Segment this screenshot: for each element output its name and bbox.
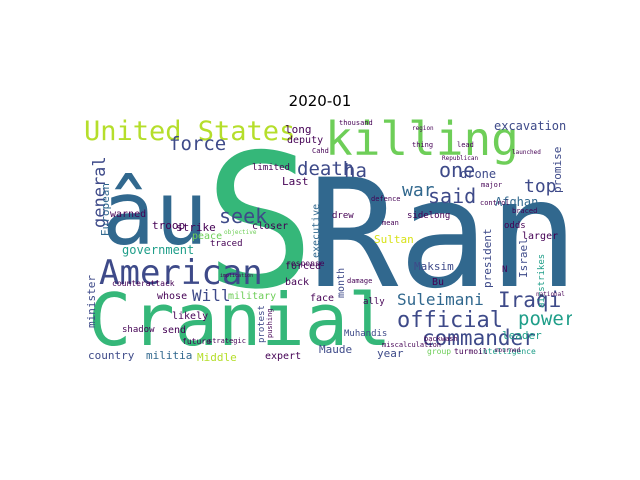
word-power: power (518, 308, 572, 330)
word-israel: Israel (517, 238, 530, 278)
word-year: year (377, 347, 404, 360)
word-response: response (286, 259, 325, 268)
word-send: send (162, 325, 187, 336)
word-sidelong: sidelong (407, 211, 451, 221)
word-n: N (502, 265, 508, 275)
word-closer: closer (252, 221, 289, 232)
word-killing: killing (325, 118, 519, 166)
word-launched: launched (512, 149, 541, 156)
word-expert: expert (265, 351, 302, 362)
word-commander: commander (422, 326, 536, 350)
word-au: âu (102, 162, 208, 265)
word-whose: whose (157, 291, 188, 302)
word-executive: executive (311, 203, 322, 258)
word-turmoil: turmoil (454, 347, 488, 356)
word-force: force (169, 133, 227, 155)
word-pushing: pushing (266, 308, 274, 338)
word-odds: odds (504, 221, 526, 231)
word-larger: larger (522, 231, 559, 242)
word-objective: objective (224, 229, 257, 236)
word-military: military (228, 291, 277, 302)
word-maude: Maude (319, 343, 353, 356)
word-muhandis: Muhandis (344, 329, 388, 339)
word-militia: militia (146, 349, 193, 362)
word-airstrikes: airstrikes (537, 253, 547, 308)
word-middle: Middle (197, 351, 237, 363)
word-future: future (182, 337, 211, 346)
word-top: top (524, 176, 557, 197)
word-face: face (310, 293, 335, 304)
word-shadow: shadow (122, 325, 155, 335)
word-mourned: mourned (495, 347, 521, 354)
word-afghan: Afghan (495, 195, 539, 209)
word-president: president (481, 228, 494, 288)
word-promise: promise (551, 146, 564, 193)
word-cloud: S Ran Cranial âu killing American United… (82, 118, 572, 363)
word-suleimani: Suleimani (397, 290, 484, 309)
word-lead: lead (457, 141, 474, 149)
word-sultan: Sultan (374, 233, 414, 246)
word-last: Last (282, 175, 309, 188)
word-miscalculation: miscalculation (382, 341, 442, 349)
word-strategic: strategic (208, 337, 246, 345)
chart-title: 2020-01 (288, 92, 352, 110)
word-will: Will (192, 286, 231, 305)
word-said: said (428, 184, 477, 208)
word-seek: seek (219, 204, 268, 228)
word-maksim: Maksim (414, 260, 454, 273)
word-month: month (336, 267, 347, 298)
word-group: group (427, 347, 452, 356)
word-mean: mean (382, 219, 399, 227)
word-drew: drew (332, 211, 354, 221)
word-damage: damage (347, 277, 373, 285)
word-ran: Ran (308, 148, 572, 322)
word-peace: peace (192, 231, 223, 242)
word-ally: ally (363, 297, 385, 307)
word-limited: limited (252, 163, 290, 173)
word-leader: leader (502, 329, 542, 342)
word-government: government (122, 243, 195, 257)
word-war: war (402, 180, 435, 201)
word-national: national (536, 291, 565, 298)
word-backwash: backwash (424, 335, 458, 343)
word-minister: minister (85, 275, 98, 328)
word-cahd: Cahd (312, 147, 329, 155)
word-ha: ha (344, 160, 367, 182)
word-control: control (480, 199, 510, 207)
word-forced: forced (285, 261, 322, 272)
word-united-states: United States (84, 118, 296, 147)
word-troop: troop (152, 219, 186, 232)
word-cranial: Cranial (88, 278, 392, 362)
word-defence: defence (371, 195, 401, 203)
word-republican: Republican (442, 155, 479, 162)
word-official: official (397, 308, 503, 333)
word-intelligence: intelligence (478, 347, 536, 356)
word-warned: warned (110, 209, 147, 220)
word-thing: thing (412, 141, 434, 149)
word-likely: likely (172, 311, 209, 322)
word-region: region (412, 125, 434, 132)
word-counterattack: counterattack (112, 279, 175, 288)
word-traced: traced (210, 239, 243, 249)
word-back: back (285, 277, 310, 288)
word-strike: strike (176, 221, 216, 234)
word-thousand: thousand (339, 119, 373, 127)
word-one: one (439, 158, 476, 182)
word-american: American (99, 253, 263, 293)
word-excavation: excavation (494, 119, 567, 133)
word-drone: drone (460, 167, 497, 181)
word-major: major (481, 181, 503, 189)
word-implication: implication (220, 273, 254, 279)
word-death: death (297, 158, 355, 180)
word-deputy: deputy (287, 135, 324, 146)
word-country: country (88, 349, 135, 362)
word-iraqi: Iraqi (498, 288, 562, 312)
word-braced: braced (512, 207, 538, 215)
word-long: long (285, 123, 312, 136)
word-s: S (204, 118, 316, 330)
word-bu: Bu (432, 277, 445, 288)
